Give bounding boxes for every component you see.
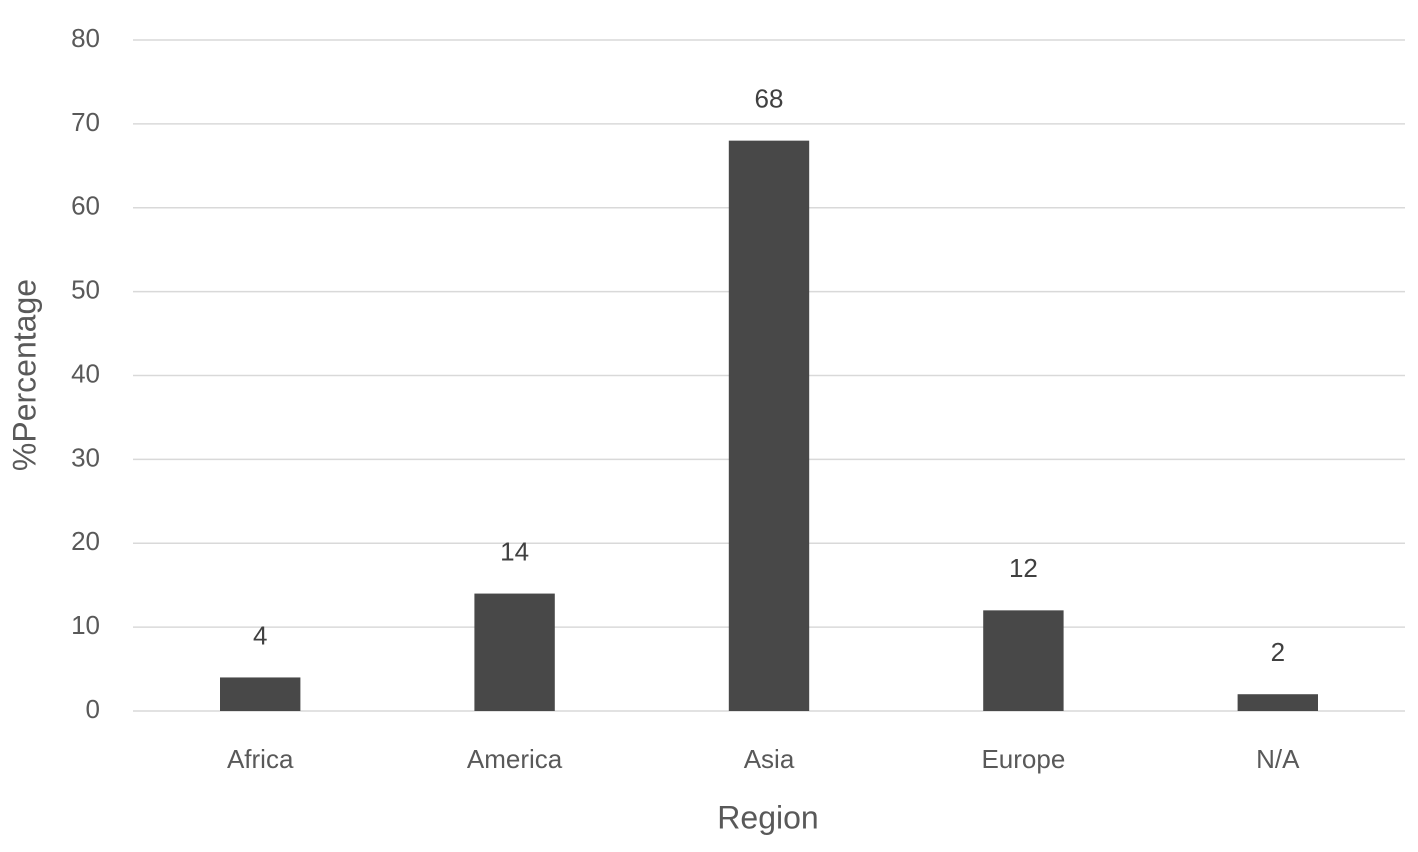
y-tick-label: 50 bbox=[71, 275, 100, 305]
data-label: 4 bbox=[253, 620, 267, 650]
x-axis-title: Region bbox=[717, 799, 818, 835]
y-tick-label: 80 bbox=[71, 23, 100, 53]
y-tick-label: 10 bbox=[71, 610, 100, 640]
y-tick-label: 70 bbox=[71, 107, 100, 137]
x-tick-label: Africa bbox=[227, 744, 294, 774]
x-tick-label: N/A bbox=[1256, 744, 1300, 774]
y-tick-label: 20 bbox=[71, 526, 100, 556]
data-label: 2 bbox=[1271, 637, 1285, 667]
x-tick-label: Europe bbox=[981, 744, 1065, 774]
bar bbox=[474, 593, 555, 711]
bar bbox=[983, 610, 1064, 711]
y-tick-label: 40 bbox=[71, 358, 100, 388]
bar bbox=[1237, 694, 1318, 711]
data-label: 14 bbox=[500, 536, 529, 566]
data-label: 12 bbox=[1009, 553, 1038, 583]
y-tick-label: 30 bbox=[71, 442, 100, 472]
bar bbox=[728, 140, 810, 711]
data-label: 68 bbox=[755, 84, 784, 114]
y-tick-label: 60 bbox=[71, 191, 100, 221]
x-tick-label: Asia bbox=[744, 744, 795, 774]
bar bbox=[220, 677, 301, 711]
x-tick-label: America bbox=[467, 744, 563, 774]
y-tick-label: 0 bbox=[86, 694, 100, 724]
y-axis-title: %Percentage bbox=[6, 279, 42, 471]
